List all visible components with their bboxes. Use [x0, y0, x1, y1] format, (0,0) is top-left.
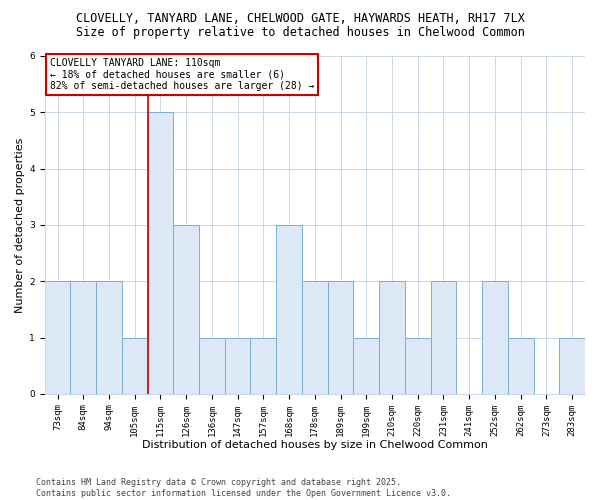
Bar	[70, 281, 96, 394]
Bar	[302, 281, 328, 394]
Text: CLOVELLY TANYARD LANE: 110sqm
← 18% of detached houses are smaller (6)
82% of se: CLOVELLY TANYARD LANE: 110sqm ← 18% of d…	[50, 58, 314, 91]
Bar	[225, 338, 250, 394]
Y-axis label: Number of detached properties: Number of detached properties	[15, 137, 25, 312]
Bar	[276, 225, 302, 394]
Text: Contains HM Land Registry data © Crown copyright and database right 2025.
Contai: Contains HM Land Registry data © Crown c…	[36, 478, 451, 498]
Text: Size of property relative to detached houses in Chelwood Common: Size of property relative to detached ho…	[76, 26, 524, 39]
Bar	[148, 112, 173, 394]
Bar	[379, 281, 405, 394]
Bar	[328, 281, 353, 394]
Bar	[250, 338, 276, 394]
Text: CLOVELLY, TANYARD LANE, CHELWOOD GATE, HAYWARDS HEATH, RH17 7LX: CLOVELLY, TANYARD LANE, CHELWOOD GATE, H…	[76, 12, 524, 26]
Bar	[508, 338, 533, 394]
Bar	[431, 281, 457, 394]
Bar	[482, 281, 508, 394]
Bar	[199, 338, 225, 394]
Bar	[96, 281, 122, 394]
X-axis label: Distribution of detached houses by size in Chelwood Common: Distribution of detached houses by size …	[142, 440, 488, 450]
Bar	[353, 338, 379, 394]
Bar	[44, 281, 70, 394]
Bar	[559, 338, 585, 394]
Bar	[173, 225, 199, 394]
Bar	[405, 338, 431, 394]
Bar	[122, 338, 148, 394]
